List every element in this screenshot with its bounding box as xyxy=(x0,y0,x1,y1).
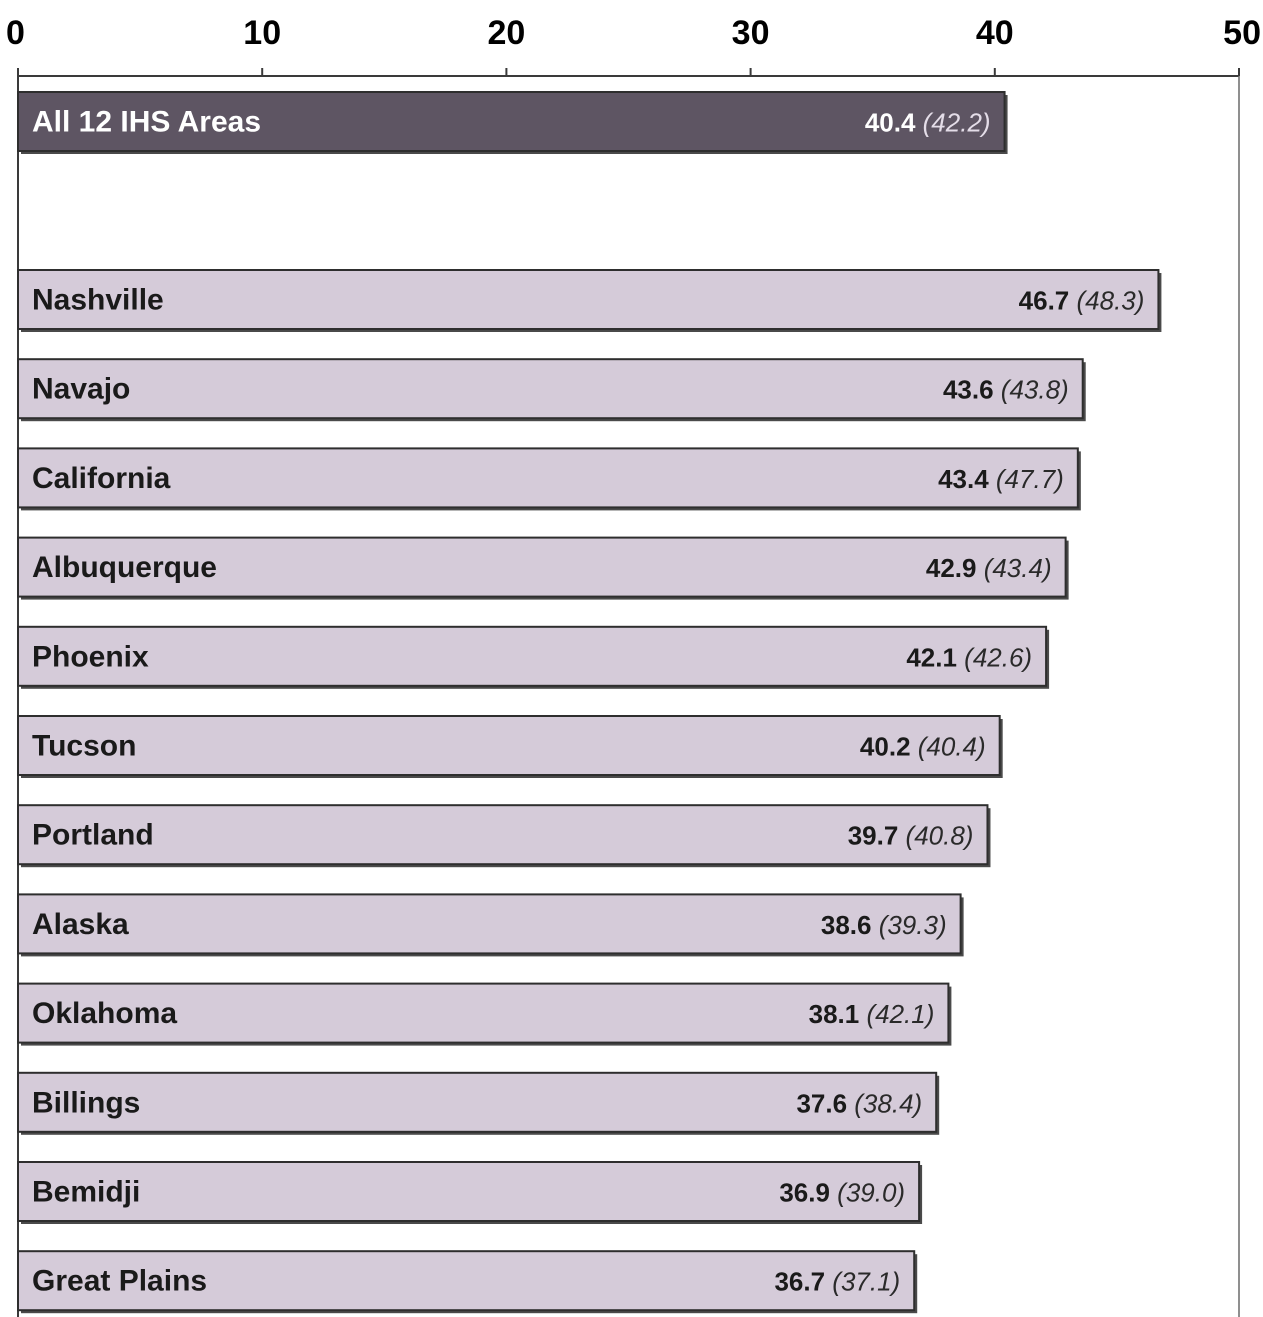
bar-value-label: 40.4 (42.2) xyxy=(865,108,991,138)
bar-value-secondary: (42.2) xyxy=(923,108,991,138)
bar-value-label: 42.9 (43.4) xyxy=(926,553,1052,583)
bar-value-secondary: (37.1) xyxy=(832,1267,900,1297)
bar-value-main: 38.1 xyxy=(809,999,867,1029)
bar-value-label: 42.1 (42.6) xyxy=(906,642,1032,672)
bar-value-label: 38.1 (42.1) xyxy=(809,999,935,1029)
bar-value-main: 46.7 xyxy=(1019,286,1077,316)
bar-category-label: Billings xyxy=(32,1086,140,1119)
x-tick-label: 10 xyxy=(243,14,281,52)
bar-value-main: 43.6 xyxy=(943,375,1001,405)
bar-summary xyxy=(17,91,1006,152)
x-tick-label: 40 xyxy=(976,14,1014,52)
bar-3 xyxy=(17,536,1067,598)
bar-value-main: 40.2 xyxy=(860,732,918,762)
bar-category-label: Alaska xyxy=(32,908,129,941)
bar-value-secondary: (40.4) xyxy=(918,732,986,762)
bar-value-secondary: (38.4) xyxy=(854,1088,922,1118)
bar-9 xyxy=(17,1071,938,1133)
bar-8 xyxy=(17,982,950,1044)
bar-value-label: 40.2 (40.4) xyxy=(860,732,986,762)
bar-value-label: 43.6 (43.8) xyxy=(943,375,1069,405)
x-tick-label: 50 xyxy=(1223,14,1261,52)
bar-2 xyxy=(17,447,1079,509)
bar-value-main: 42.9 xyxy=(926,553,984,583)
bar-category-label: Portland xyxy=(32,819,154,852)
bar-1 xyxy=(17,358,1084,420)
bar-value-secondary: (39.3) xyxy=(879,910,947,940)
bar-value-main: 36.7 xyxy=(774,1267,832,1297)
bar-category-label: All 12 IHS Areas xyxy=(32,106,261,139)
bar-value-secondary: (47.7) xyxy=(996,464,1064,494)
bar-value-label: 36.9 (39.0) xyxy=(779,1178,905,1208)
bar-6 xyxy=(17,804,989,866)
bar-value-main: 42.1 xyxy=(906,642,964,672)
x-tick-label: 30 xyxy=(732,14,770,52)
x-tick-label: 20 xyxy=(487,14,525,52)
bar-value-secondary: (48.3) xyxy=(1076,286,1144,316)
bar-value-label: 36.7 (37.1) xyxy=(774,1267,900,1297)
bar-value-secondary: (39.0) xyxy=(837,1178,905,1208)
bar-value-secondary: (42.1) xyxy=(866,999,934,1029)
bar-value-main: 37.6 xyxy=(796,1088,854,1118)
bar-4 xyxy=(17,625,1048,687)
bar-value-label: 39.7 (40.8) xyxy=(848,821,974,851)
bar-category-label: Oklahoma xyxy=(32,997,177,1030)
bar-10 xyxy=(17,1161,921,1222)
bar-value-main: 36.9 xyxy=(779,1178,837,1208)
bar-category-label: Bemidji xyxy=(32,1176,140,1209)
bar-category-label: California xyxy=(32,462,171,495)
bar-5 xyxy=(17,715,1001,776)
bar-category-label: Phoenix xyxy=(32,640,149,673)
bar-value-main: 40.4 xyxy=(865,108,923,138)
bar-category-label: Great Plains xyxy=(32,1265,207,1298)
bar-7 xyxy=(17,893,962,955)
bar-11 xyxy=(17,1250,916,1312)
bar-category-label: Tucson xyxy=(32,730,136,763)
x-tick-label: 0 xyxy=(6,14,25,52)
bar-value-label: 43.4 (47.7) xyxy=(938,464,1064,494)
bar-value-secondary: (43.4) xyxy=(984,553,1052,583)
bar-category-label: Albuquerque xyxy=(32,551,217,584)
bar-value-label: 38.6 (39.3) xyxy=(821,910,947,940)
bar-0 xyxy=(17,269,1160,330)
bar-value-label: 46.7 (48.3) xyxy=(1019,286,1145,316)
bar-value-label: 37.6 (38.4) xyxy=(796,1088,922,1118)
bar-category-label: Navajo xyxy=(32,373,130,406)
bar-value-main: 38.6 xyxy=(821,910,879,940)
bar-value-secondary: (40.8) xyxy=(906,821,974,851)
bar-value-secondary: (42.6) xyxy=(964,642,1032,672)
bar-value-main: 43.4 xyxy=(938,464,996,494)
bar-value-main: 39.7 xyxy=(848,821,906,851)
bar-value-secondary: (43.8) xyxy=(1001,375,1069,405)
bar-category-label: Nashville xyxy=(32,284,164,317)
